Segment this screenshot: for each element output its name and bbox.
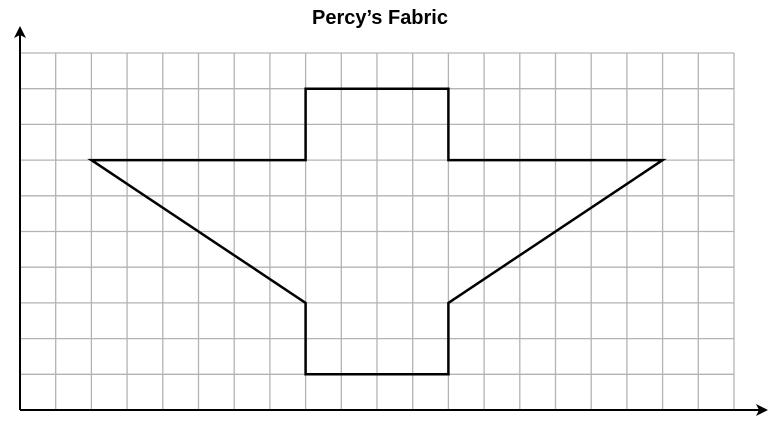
figure-title: Percy’s Fabric bbox=[311, 7, 448, 29]
axis-layer bbox=[14, 26, 768, 416]
grid-lines bbox=[20, 52, 735, 410]
shape-layer bbox=[87, 87, 667, 376]
fabric-shape-outline bbox=[87, 87, 667, 376]
